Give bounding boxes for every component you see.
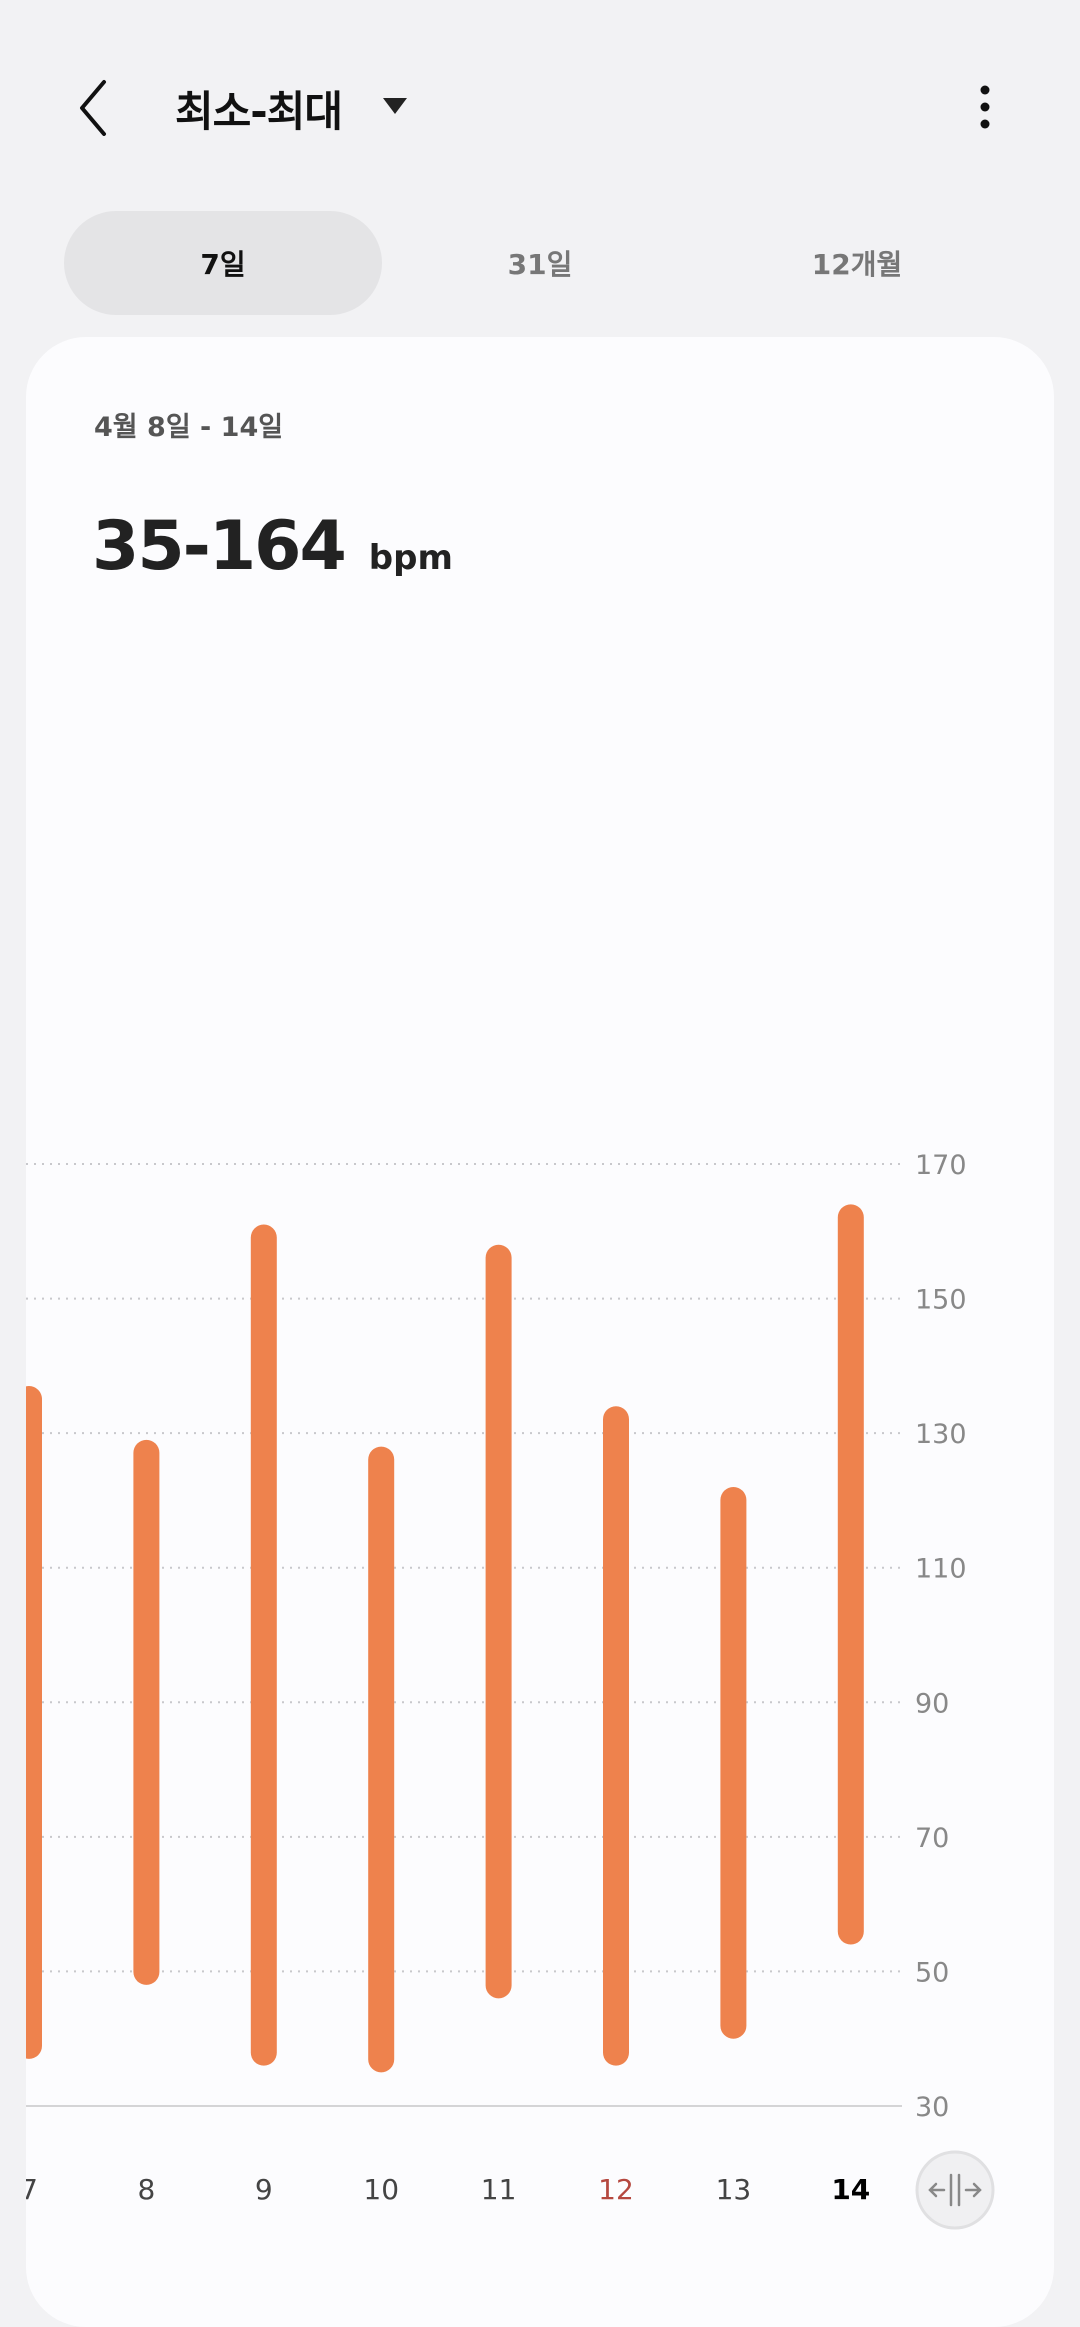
range-bar-chart[interactable]: 170 150 130 110 90 70 50 30 7 8 9 10 11 12 13 14 xyxy=(26,337,1054,2327)
x-tick-label: 12 xyxy=(598,2173,634,2206)
tab-12-months[interactable]: 12개월 xyxy=(811,248,903,281)
range-bar-11 xyxy=(485,1244,512,1999)
chart-card: 4월 8일 - 14일 35-164 bpm 170 150 130 110 90 70 50… xyxy=(26,337,1054,2327)
range-bar-9 xyxy=(250,1224,277,2066)
y-tick-label: 30 xyxy=(915,2092,949,2123)
x-tick-label: 13 xyxy=(716,2173,752,2206)
tab-7-days[interactable]: 7일 xyxy=(64,211,382,315)
back-button[interactable] xyxy=(70,76,120,136)
x-tick-label: 9 xyxy=(255,2173,273,2206)
x-tick-label: 10 xyxy=(363,2173,399,2206)
range-value-number: 35-164 xyxy=(92,507,347,586)
range-unit: bpm xyxy=(368,538,453,578)
scroll-handle-button[interactable] xyxy=(915,2150,995,2230)
dropdown-button[interactable] xyxy=(380,92,410,122)
y-tick-label: 150 xyxy=(915,1285,967,1316)
date-range: 4월 8일 - 14일 xyxy=(94,412,284,443)
range-bar-10 xyxy=(368,1446,395,2073)
y-tick-label: 110 xyxy=(915,1554,967,1585)
more-vertical-icon xyxy=(980,85,990,129)
scroll-handle-circle[interactable] xyxy=(915,2150,995,2230)
range-bar-7 xyxy=(26,1386,42,2059)
more-options-button[interactable] xyxy=(965,80,1005,136)
range-bar-14 xyxy=(837,1204,864,1945)
x-tick-label: 11 xyxy=(481,2173,517,2206)
x-tick-label: 14 xyxy=(831,2173,870,2206)
triangle-down-icon xyxy=(383,98,407,114)
x-tick-label: 8 xyxy=(137,2173,155,2206)
x-tick-label: 7 xyxy=(26,2173,38,2206)
y-tick-label: 130 xyxy=(915,1419,967,1450)
range-value: 35-164 bpm xyxy=(92,507,453,586)
y-tick-label: 70 xyxy=(915,1823,949,1854)
y-tick-label: 50 xyxy=(915,1957,949,1988)
y-tick-label: 90 xyxy=(915,1688,949,1719)
range-bar-13 xyxy=(720,1486,747,2039)
range-bar-12 xyxy=(603,1406,629,2066)
page-title[interactable]: 최소-최대 xyxy=(175,87,343,136)
pan-horizontal-icon xyxy=(928,2173,982,2207)
chevron-left-icon xyxy=(80,80,106,136)
y-tick-label: 170 xyxy=(915,1150,967,1181)
range-bar-8 xyxy=(133,1439,160,1985)
tab-31-days[interactable]: 31일 xyxy=(507,248,573,281)
